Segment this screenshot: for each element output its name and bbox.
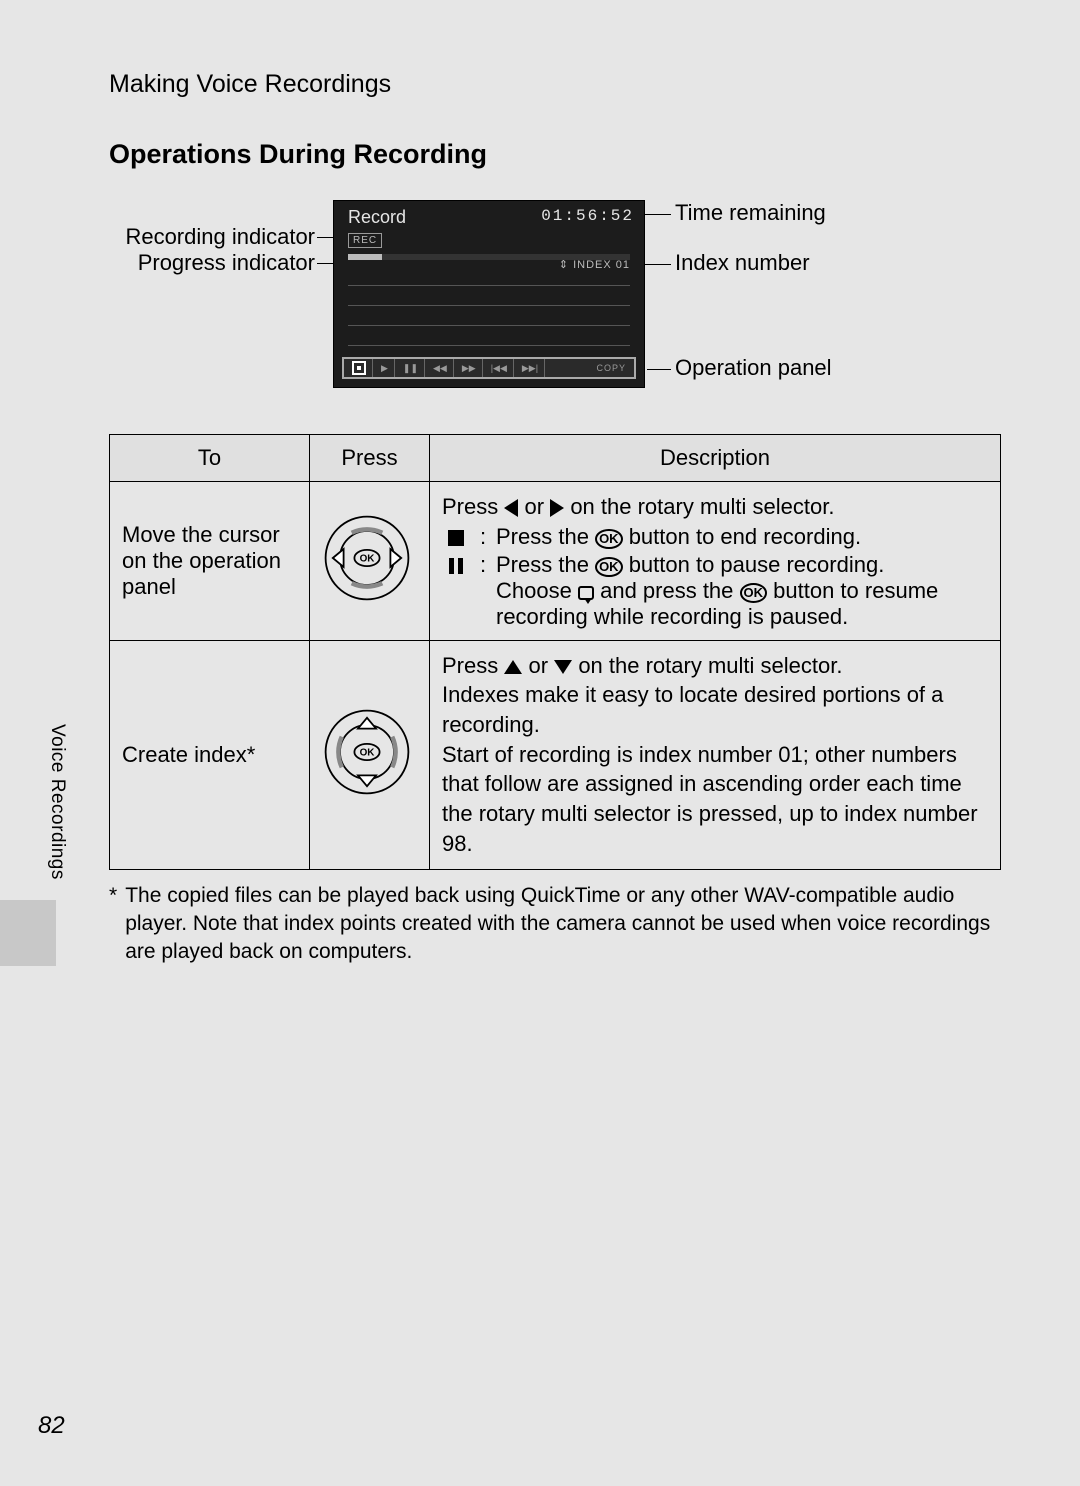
- lcd-progress-fill: [348, 254, 382, 260]
- callout-progress-indicator: Progress indicator: [75, 250, 315, 276]
- ok-button-icon: OK: [595, 557, 623, 577]
- callout-recording-indicator: Recording indicator: [75, 224, 315, 250]
- side-tab: Voice Recordings: [0, 720, 60, 970]
- lcd-diagram: Recording indicator Progress indicator T…: [75, 200, 1035, 410]
- callout-operation-panel: Operation panel: [675, 355, 832, 381]
- lcd-progress-bar: [348, 254, 630, 260]
- cell-description: Press or on the rotary multi selector. I…: [430, 640, 1001, 869]
- stop-icon: [352, 361, 366, 375]
- callout-index-number: Index number: [675, 250, 810, 276]
- lcd-screen: Record 01:56:52 REC ⇕ INDEX 01 ▶ ❚❚ ◀◀ ▶…: [333, 200, 645, 388]
- page: Making Voice Recordings Operations Durin…: [75, 0, 1035, 1486]
- rotary-selector-horizontal-icon: OK: [322, 513, 412, 603]
- side-tab-block: [0, 900, 56, 966]
- cell-to: Move the cursor on the operation panel: [110, 482, 310, 641]
- th-description: Description: [430, 435, 1001, 482]
- ok-button-icon: OK: [740, 583, 768, 603]
- cell-press: OK: [310, 482, 430, 641]
- side-tab-label: Voice Recordings: [46, 724, 68, 880]
- callout-time-remaining: Time remaining: [675, 200, 826, 226]
- footnote: * The copied files can be played back us…: [109, 882, 1001, 967]
- page-number: 82: [38, 1412, 65, 1440]
- rew-icon: ◀◀: [427, 359, 454, 377]
- footnote-star: *: [109, 882, 117, 967]
- lcd-operation-panel: ▶ ❚❚ ◀◀ ▶▶ |◀◀ ▶▶| COPY: [342, 357, 636, 379]
- ff-icon: ▶▶: [456, 359, 483, 377]
- cell-description: Press or on the rotary multi selector. :…: [430, 482, 1001, 641]
- svg-text:OK: OK: [360, 553, 376, 564]
- pause-icon: ❚❚: [397, 359, 425, 377]
- row2-body: Indexes make it easy to locate desired p…: [442, 680, 988, 858]
- down-arrow-icon: [554, 660, 572, 674]
- lcd-title: Record: [348, 207, 406, 228]
- table-row: Create index* OK Press: [110, 640, 1001, 869]
- cell-press: OK: [310, 640, 430, 869]
- play-icon: ▶: [375, 359, 395, 377]
- th-to: To: [110, 435, 310, 482]
- callout-line: [647, 369, 671, 370]
- table-row: Move the cursor on the operation panel O…: [110, 482, 1001, 641]
- skip-back-icon: |◀◀: [485, 359, 514, 377]
- operations-table: To Press Description Move the cursor on …: [109, 434, 1001, 870]
- stop-icon: [448, 530, 464, 546]
- lcd-waveform-lines: [348, 285, 630, 346]
- section-title: Operations During Recording: [109, 139, 1035, 170]
- left-arrow-icon: [504, 499, 518, 517]
- cell-to: Create index*: [110, 640, 310, 869]
- skip-fwd-icon: ▶▶|: [516, 359, 545, 377]
- pause-icon: [448, 558, 464, 574]
- right-arrow-icon: [550, 499, 564, 517]
- page-header: Making Voice Recordings: [109, 70, 1035, 99]
- lcd-time: 01:56:52: [541, 207, 634, 228]
- lcd-rec-badge: REC: [348, 233, 382, 248]
- copy-label: COPY: [590, 359, 632, 377]
- ok-button-icon: OK: [595, 529, 623, 549]
- th-press: Press: [310, 435, 430, 482]
- rotary-selector-vertical-icon: OK: [322, 707, 412, 797]
- speech-bubble-icon: [578, 586, 594, 600]
- footnote-text: The copied files can be played back usin…: [125, 882, 1001, 967]
- svg-text:OK: OK: [360, 747, 376, 758]
- up-arrow-icon: [504, 660, 522, 674]
